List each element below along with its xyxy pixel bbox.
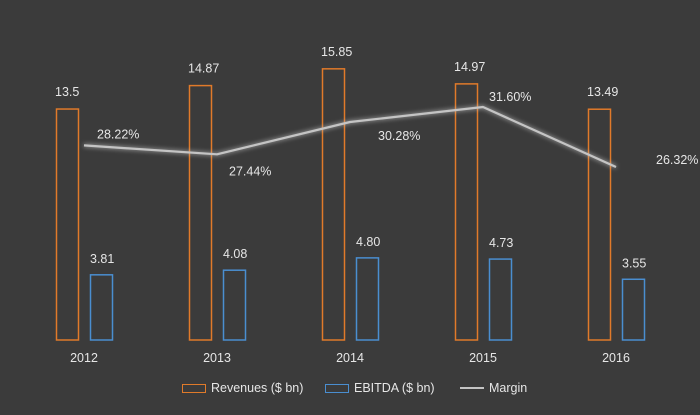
bar-ebitda-2012 [89, 274, 114, 341]
data-label-margin-2014: 30.28% [378, 129, 420, 143]
bar-revenues-2013 [188, 84, 213, 341]
legend-label-margin: Margin [489, 381, 528, 395]
x-tick-label-2014: 2014 [336, 351, 364, 365]
bar-ebitda-2016 [621, 278, 646, 341]
data-label-revenues-2016: 13.49 [587, 85, 618, 99]
data-label-revenues-2012: 13.5 [55, 85, 79, 99]
legend-swatch-margin [460, 387, 484, 389]
data-label-ebitda-2016: 3.55 [622, 256, 646, 270]
data-label-ebitda-2012: 3.81 [90, 252, 114, 266]
legend-swatch-revenues [182, 383, 206, 393]
data-label-revenues-2015: 14.97 [454, 60, 485, 74]
legend: Revenues ($ bn) EBITDA ($ bn) Margin [0, 381, 700, 401]
bar-revenues-2015 [454, 83, 479, 341]
bar-ebitda-2013 [222, 269, 247, 341]
data-label-margin-2012: 28.22% [97, 127, 139, 141]
bar-revenues-2014 [321, 68, 346, 341]
x-tick-label-2016: 2016 [602, 351, 630, 365]
bar-ebitda-2015 [488, 258, 513, 341]
data-label-ebitda-2013: 4.08 [223, 247, 247, 261]
bars-layer [55, 68, 646, 341]
legend-swatch-ebitda [325, 383, 349, 393]
x-tick-label-2012: 2012 [70, 351, 98, 365]
bar-revenues-2016 [587, 108, 612, 341]
legend-item-revenues: Revenues ($ bn) [182, 381, 303, 395]
data-label-ebitda-2015: 4.73 [489, 236, 513, 250]
data-label-margin-2016: 26.32% [656, 153, 698, 167]
legend-label-revenues: Revenues ($ bn) [211, 381, 304, 395]
bar-revenues-2012 [55, 108, 80, 341]
data-label-revenues-2013: 14.87 [188, 62, 219, 76]
data-label-margin-2013: 27.44% [229, 164, 271, 178]
labels-layer: 13.5 3.81 2012 14.87 4.08 2013 15.85 4.80 2014 14… [55, 45, 698, 365]
data-label-revenues-2014: 15.85 [321, 45, 352, 59]
bar-ebitda-2014 [355, 257, 380, 341]
data-label-margin-2015: 31.60% [489, 90, 531, 104]
legend-label-ebitda: EBITDA ($ bn) [354, 381, 435, 395]
x-tick-label-2013: 2013 [203, 351, 231, 365]
data-label-ebitda-2014: 4.80 [356, 235, 380, 249]
line-margin [83, 105, 617, 169]
legend-item-margin: Margin [460, 381, 527, 395]
legend-item-ebitda: EBITDA ($ bn) [325, 381, 435, 395]
margin-line-layer [83, 105, 617, 169]
x-tick-label-2015: 2015 [469, 351, 497, 365]
